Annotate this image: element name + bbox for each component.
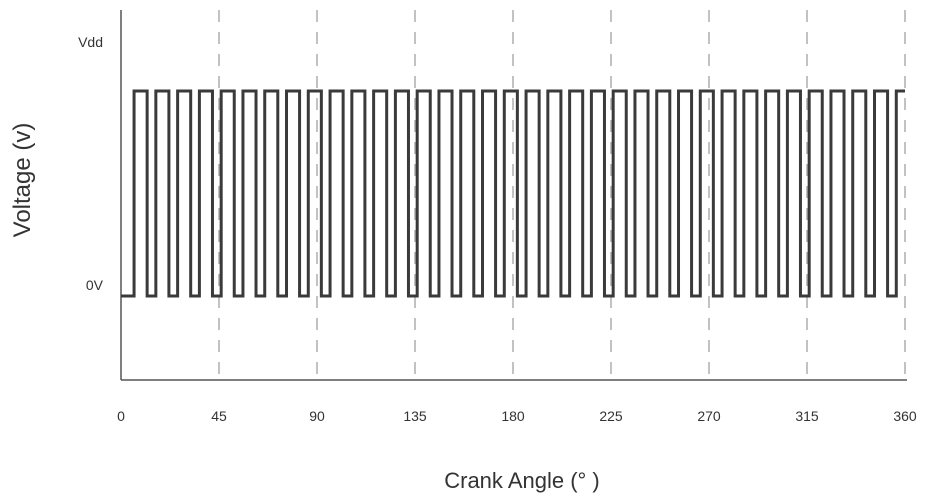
x-tick-label-0: 0 xyxy=(117,408,125,424)
y-tick-label-Vdd: Vdd xyxy=(78,34,103,50)
signal-series xyxy=(121,89,905,298)
tick-labels: 0 45 90 135 180 225 270 315 360 0V Vdd xyxy=(78,34,917,424)
x-axis-title: Crank Angle (° ) xyxy=(444,468,600,493)
y-tick-label-0V: 0V xyxy=(86,277,104,293)
x-tick-label-90: 90 xyxy=(309,408,325,424)
x-tick-label-225: 225 xyxy=(599,408,623,424)
grid-lines xyxy=(218,10,906,380)
signal-line xyxy=(121,89,905,298)
x-tick-label-135: 135 xyxy=(403,408,427,424)
y-axis-title: Voltage (v) xyxy=(9,123,36,238)
x-tick-label-270: 270 xyxy=(697,408,721,424)
x-tick-label-315: 315 xyxy=(795,408,819,424)
x-tick-label-360: 360 xyxy=(893,408,917,424)
x-tick-label-180: 180 xyxy=(501,408,525,424)
axes xyxy=(120,10,907,381)
x-tick-label-45: 45 xyxy=(211,408,227,424)
